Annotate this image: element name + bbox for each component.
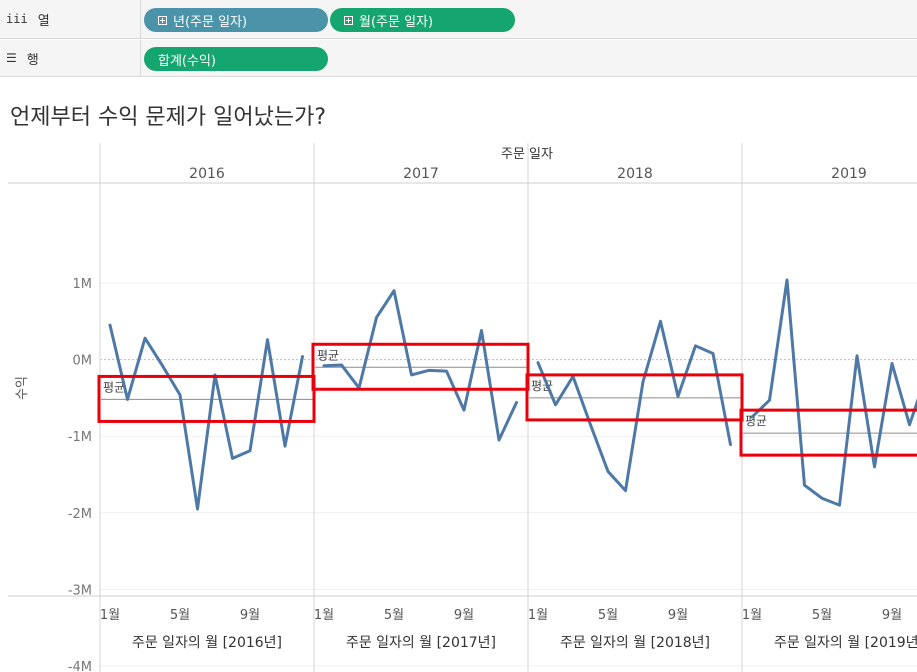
panel-footer-2016: 주문 일자의 월 [2016년] bbox=[132, 635, 282, 651]
panel-footer-2018: 주문 일자의 월 [2018년] bbox=[560, 635, 710, 651]
profit-line-2018 bbox=[536, 319, 732, 493]
average-label: 평균 bbox=[745, 414, 767, 428]
expand-plus-icon[interactable] bbox=[158, 15, 167, 25]
month-tick-label: 1월 bbox=[742, 608, 762, 623]
y-axis-title: 수익 bbox=[15, 376, 30, 400]
year-header-2016: 2016 bbox=[189, 166, 225, 182]
columns-icon: iii bbox=[6, 12, 28, 26]
average-label: 평균 bbox=[103, 380, 125, 394]
month-tick-label: 1월 bbox=[528, 608, 548, 623]
year-order-date-pill[interactable]: 년(주문 일자) bbox=[144, 8, 328, 32]
sum-profit-pill[interactable]: 합계(수익) bbox=[144, 47, 328, 71]
columns-shelf: iii 열 년(주문 일자) 월(주문 일자) bbox=[0, 0, 917, 39]
profit-line-2017 bbox=[322, 289, 518, 442]
top-header-label: 주문 일자 bbox=[501, 147, 553, 162]
month-order-date-pill[interactable]: 월(주문 일자) bbox=[330, 8, 515, 32]
month-tick-label: 5월 bbox=[812, 608, 832, 623]
columns-shelf-label: 열 bbox=[37, 13, 50, 29]
month-tick-label: 5월 bbox=[598, 608, 618, 623]
highlight-box-2017 bbox=[311, 342, 530, 391]
rows-icon: ☰ bbox=[6, 51, 17, 65]
y-tick-label: -2M bbox=[68, 507, 92, 522]
highlight-box-2016 bbox=[97, 374, 316, 423]
month-tick-label: 1월 bbox=[314, 608, 334, 623]
y-tick-label: -3M bbox=[68, 583, 92, 598]
year-header-2018: 2018 bbox=[617, 166, 653, 182]
month-tick-label: 9월 bbox=[240, 608, 260, 623]
panel-footer-2019: 주문 일자의 월 [2019년] bbox=[774, 635, 917, 651]
month-tick-label: 5월 bbox=[170, 608, 190, 623]
y-tick-label: -1M bbox=[68, 430, 92, 445]
panel-footer-2017: 주문 일자의 월 [2017년] bbox=[346, 635, 496, 651]
profit-line-2016 bbox=[108, 323, 304, 511]
y-tick-label: -4M bbox=[68, 660, 92, 672]
month-tick-label: 9월 bbox=[882, 608, 902, 623]
month-tick-label: 1월 bbox=[100, 608, 120, 623]
month-tick-label: 9월 bbox=[454, 608, 474, 623]
average-label: 평균 bbox=[317, 348, 339, 362]
y-tick-label: 0M bbox=[73, 354, 93, 369]
highlight-box-2018 bbox=[525, 373, 744, 422]
chart-title: 언제부터 수익 문제가 일어났는가? bbox=[10, 105, 327, 130]
y-tick-label: 1M bbox=[73, 277, 93, 292]
rows-shelf: ☰ 행 합계(수익) bbox=[0, 40, 917, 77]
year-header-2019: 2019 bbox=[831, 166, 867, 182]
rows-shelf-label: 행 bbox=[26, 52, 39, 68]
year-header-2017: 2017 bbox=[403, 166, 439, 182]
highlight-box-2019 bbox=[739, 408, 917, 457]
month-tick-label: 5월 bbox=[384, 608, 404, 623]
month-tick-label: 9월 bbox=[668, 608, 688, 623]
profit-line-2019 bbox=[750, 278, 917, 507]
expand-plus-icon[interactable] bbox=[344, 15, 353, 25]
